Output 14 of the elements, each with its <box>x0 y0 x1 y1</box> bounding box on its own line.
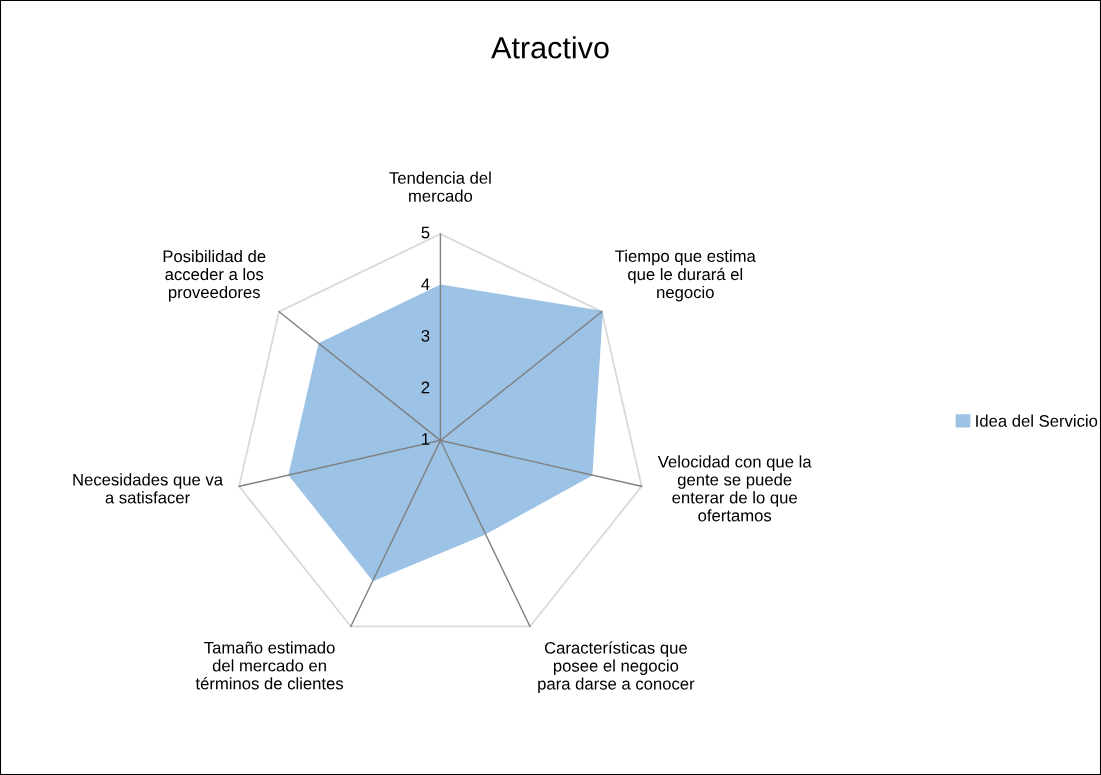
spoke-label: Tiempo que estima que le durará el negocio <box>615 249 756 302</box>
spoke-label: Velocidad con que la gente se puede enterar de lo que ofertamos <box>657 455 812 522</box>
y-tick-label: 5 <box>421 226 430 239</box>
chart-title: Atractivo <box>491 36 609 59</box>
y-tick-label: 4 <box>421 278 430 290</box>
spoke-label: Tamaño estimado del mercado en términos de clientes <box>195 641 344 690</box>
spoke-label: Necesidades que va a satisfacer <box>73 473 224 504</box>
y-tick-label: 1 <box>422 433 430 445</box>
y-tick-label: 3 <box>421 329 430 342</box>
spoke-label: Tendencia del mercado <box>389 171 491 202</box>
legend-label: Idea del Servicio <box>976 414 1098 427</box>
spoke-label: Posibilidad de acceder a los proveedores <box>163 250 266 302</box>
y-tick-label: 2 <box>421 381 430 394</box>
spoke-label: Características que posee el negocio para darse a conocer <box>538 641 695 693</box>
